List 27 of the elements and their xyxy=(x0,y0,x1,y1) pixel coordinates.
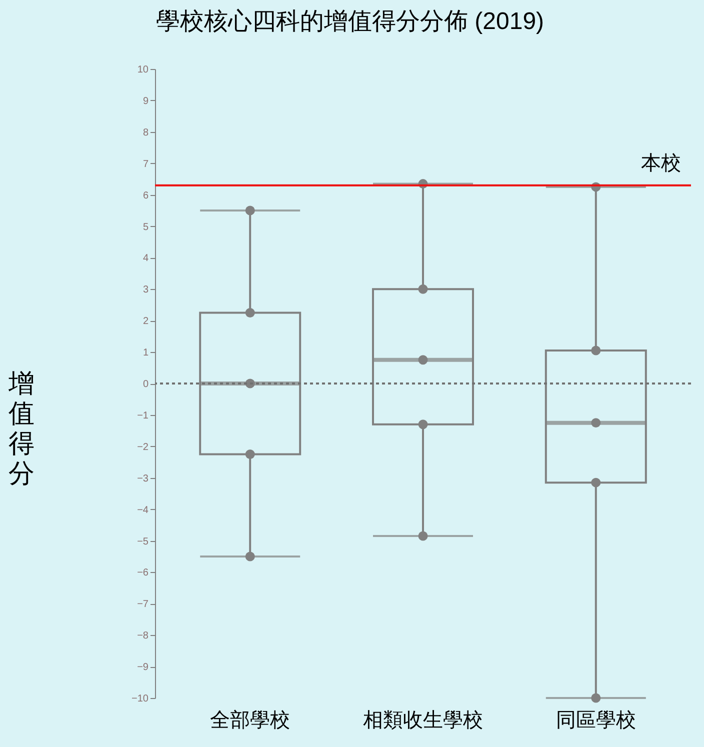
y-tick-label: 4 xyxy=(142,253,149,264)
y-tick-label: 9 xyxy=(142,96,149,107)
x-tick-label: 全部學校 xyxy=(210,710,290,732)
ref-line-label: 本校 xyxy=(641,152,681,174)
y-tick-label: −10 xyxy=(132,694,149,704)
y-tick-label: 2 xyxy=(142,316,149,328)
y-tick-label: −3 xyxy=(137,473,149,484)
y-tick-label: 7 xyxy=(142,158,149,170)
y-tick-label: 5 xyxy=(142,222,149,233)
y-tick-label: −5 xyxy=(137,536,149,548)
y-tick-label: 0 xyxy=(142,379,149,390)
x-tick-label: 同區學校 xyxy=(556,710,636,732)
y-tick-label: −2 xyxy=(137,442,149,453)
chart-title: 學校核心四科的增值得分分佈 (2019) xyxy=(156,8,544,35)
y-tick-label: 1 xyxy=(142,348,149,359)
y-axis-title: 增值得分 xyxy=(8,368,35,488)
y-tick-label: −9 xyxy=(137,662,149,674)
y-tick-label: −8 xyxy=(137,630,149,642)
y-tick-label: 6 xyxy=(142,190,149,202)
y-tick-label: −7 xyxy=(137,599,149,610)
y-tick-label: −4 xyxy=(137,504,149,516)
y-tick-label: −6 xyxy=(137,568,149,579)
y-tick-label: 10 xyxy=(137,64,149,76)
y-tick-label: 8 xyxy=(142,127,149,138)
y-tick-label: −1 xyxy=(137,410,149,422)
x-tick-label: 相類收生學校 xyxy=(363,710,483,732)
y-tick-label: 3 xyxy=(142,284,149,296)
